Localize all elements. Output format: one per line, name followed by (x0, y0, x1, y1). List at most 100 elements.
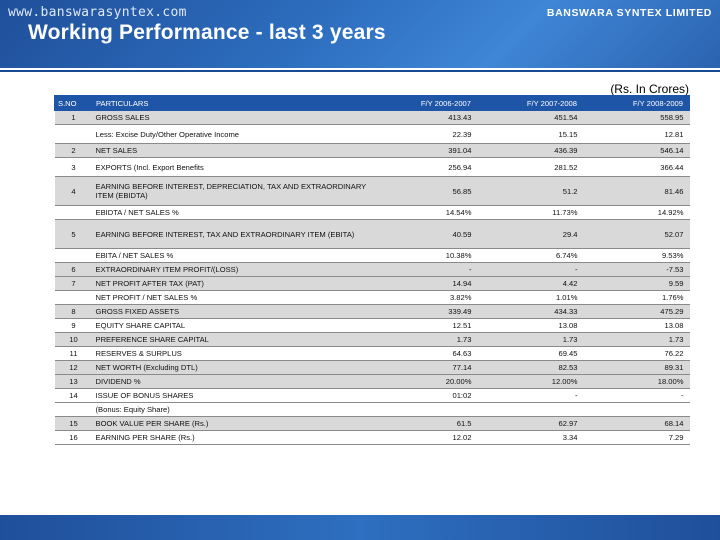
cell-particulars: EXPORTS (Incl. Export Benefits (92, 157, 373, 177)
table-row: 1 GROSS SALES 413.43 451.54 558.95 (54, 110, 690, 125)
header-divider (0, 70, 720, 72)
cell-sno: 1 (54, 110, 93, 125)
cell-fy2008: 4.42 (477, 276, 584, 291)
cell-fy2008: 29.4 (477, 219, 584, 249)
cell-fy2007: 01:02 (372, 388, 478, 403)
page-title: Working Performance - last 3 years (28, 21, 386, 44)
cell-sno: 5 (54, 219, 93, 249)
cell-fy2009: 546.14 (583, 143, 690, 158)
cell-fy2008: 436.39 (477, 143, 584, 158)
cell-particulars: NET SALES (92, 143, 373, 158)
col-fy2007-header: F/Y 2006-2007 (372, 95, 478, 111)
table-body: 1 GROSS SALES 413.43 451.54 558.95 Less: Exci… (54, 110, 690, 445)
cell-fy2009: 52.07 (583, 219, 690, 249)
cell-sno (54, 290, 93, 305)
cell-fy2009: -7.53 (583, 262, 690, 277)
cell-fy2007: 1.73 (372, 332, 478, 347)
cell-fy2009: 81.46 (583, 176, 690, 206)
cell-particulars: EQUITY SHARE CAPITAL (92, 318, 373, 333)
table-row: 12 NET WORTH (Excluding DTL) 77.14 82.53 89.… (54, 360, 690, 375)
cell-particulars: EARNING BEFORE INTEREST, TAX AND EXTRAOR… (92, 219, 373, 249)
footer-bar (0, 515, 720, 540)
cell-particulars: EBITA / NET SALES % (92, 248, 373, 263)
cell-fy2008: - (477, 388, 584, 403)
cell-fy2008: 82.53 (477, 360, 584, 375)
cell-particulars: ISSUE OF BONUS SHARES (92, 388, 373, 403)
cell-fy2007: 12.02 (372, 430, 478, 445)
cell-fy2009: 13.08 (583, 318, 690, 333)
company-name: BANSWARA SYNTEX LIMITED (546, 7, 712, 19)
cell-fy2009: 366.44 (583, 157, 690, 177)
cell-fy2008: 451.54 (477, 110, 584, 125)
units-note: (Rs. In Crores) (610, 82, 689, 96)
cell-fy2008: 51.2 (477, 176, 584, 206)
table-row: (Bonus: Equity Share) (54, 402, 690, 417)
cell-fy2007: 61.5 (372, 416, 478, 431)
cell-sno (54, 124, 93, 144)
cell-fy2007: 56.85 (372, 176, 478, 206)
cell-fy2009: 9.59 (583, 276, 690, 291)
cell-particulars: NET PROFIT AFTER TAX (PAT) (92, 276, 373, 291)
table-row: 3 EXPORTS (Incl. Export Benefits 256.94 281… (54, 157, 690, 177)
cell-fy2008: 15.15 (477, 124, 584, 144)
header-banner (0, 0, 720, 68)
cell-sno: 7 (54, 276, 93, 291)
performance-table: S.NO PARTICULARS F/Y 2006-2007 F/Y 2007-… (54, 95, 690, 445)
cell-particulars: EBIDTA / NET SALES % (92, 205, 373, 220)
cell-fy2009: - (583, 388, 690, 403)
cell-sno: 8 (54, 304, 93, 319)
table-row: 16 EARNING PER SHARE (Rs.) 12.02 3.34 7.29 (54, 430, 690, 445)
cell-sno: 6 (54, 262, 93, 277)
table-row: 13 DIVIDEND % 20.00% 12.00% 18.00% (54, 374, 690, 389)
cell-sno: 16 (54, 430, 93, 445)
table-row: 2 NET SALES 391.04 436.39 546.14 (54, 143, 690, 158)
col-fy2008-header: F/Y 2007-2008 (477, 95, 584, 111)
table-row: EBITA / NET SALES % 10.38% 6.74% 9.53% (54, 248, 690, 263)
col-fy2009-header: F/Y 2008-2009 (583, 95, 690, 111)
cell-sno: 13 (54, 374, 93, 389)
cell-fy2008: 12.00% (477, 374, 584, 389)
cell-fy2008: 62.97 (477, 416, 584, 431)
cell-fy2009: 12.81 (583, 124, 690, 144)
table-row: 15 BOOK VALUE PER SHARE (Rs.) 61.5 62.97 68.… (54, 416, 690, 431)
cell-sno: 12 (54, 360, 93, 375)
cell-fy2009: 68.14 (583, 416, 690, 431)
cell-fy2007: 20.00% (372, 374, 478, 389)
cell-fy2007: 14.54% (372, 205, 478, 220)
website-link[interactable]: www.banswarasyntex.com (8, 5, 187, 20)
table-row: EBIDTA / NET SALES % 14.54% 11.73% 14.92% (54, 205, 690, 220)
cell-fy2007: 77.14 (372, 360, 478, 375)
cell-fy2009: 18.00% (583, 374, 690, 389)
cell-fy2007: 339.49 (372, 304, 478, 319)
cell-particulars: EARNING BEFORE INTEREST, DEPRECIATION, T… (92, 176, 373, 206)
cell-fy2008: 434.33 (477, 304, 584, 319)
cell-fy2007: 10.38% (372, 248, 478, 263)
table-row: NET PROFIT / NET SALES % 3.82% 1.01% 1.76% (54, 290, 690, 305)
cell-fy2008: 1.73 (477, 332, 584, 347)
cell-fy2007: 3.82% (372, 290, 478, 305)
table-row: 8 GROSS FIXED ASSETS 339.49 434.33 475.29 (54, 304, 690, 319)
cell-sno: 3 (54, 157, 93, 177)
cell-fy2008 (477, 402, 584, 417)
table-row: 4 EARNING BEFORE INTEREST, DEPRECIATION, … (54, 176, 690, 206)
cell-sno: 15 (54, 416, 93, 431)
table-row: 14 ISSUE OF BONUS SHARES 01:02- - (54, 388, 690, 403)
cell-fy2008: 69.45 (477, 346, 584, 361)
cell-fy2007: 40.59 (372, 219, 478, 249)
cell-fy2008: 6.74% (477, 248, 584, 263)
cell-fy2009: 9.53% (583, 248, 690, 263)
cell-particulars: PREFERENCE SHARE CAPITAL (92, 332, 373, 347)
cell-fy2008: - (477, 262, 584, 277)
cell-sno (54, 205, 93, 220)
cell-fy2007: 12.51 (372, 318, 478, 333)
table-row: 5 EARNING BEFORE INTEREST, TAX AND EXTRAO… (54, 219, 690, 249)
table-row: 6 EXTRAORDINARY ITEM PROFIT/(LOSS) - - -7.53 (54, 262, 690, 277)
cell-fy2009: 558.95 (583, 110, 690, 125)
cell-fy2007: 256.94 (372, 157, 478, 177)
cell-particulars: EXTRAORDINARY ITEM PROFIT/(LOSS) (92, 262, 373, 277)
col-sno-header: S.NO (54, 95, 93, 111)
cell-particulars: EARNING PER SHARE (Rs.) (92, 430, 373, 445)
table-row: 9 EQUITY SHARE CAPITAL 12.51 13.08 13.08 (54, 318, 690, 333)
cell-sno (54, 402, 93, 417)
cell-sno: 10 (54, 332, 93, 347)
